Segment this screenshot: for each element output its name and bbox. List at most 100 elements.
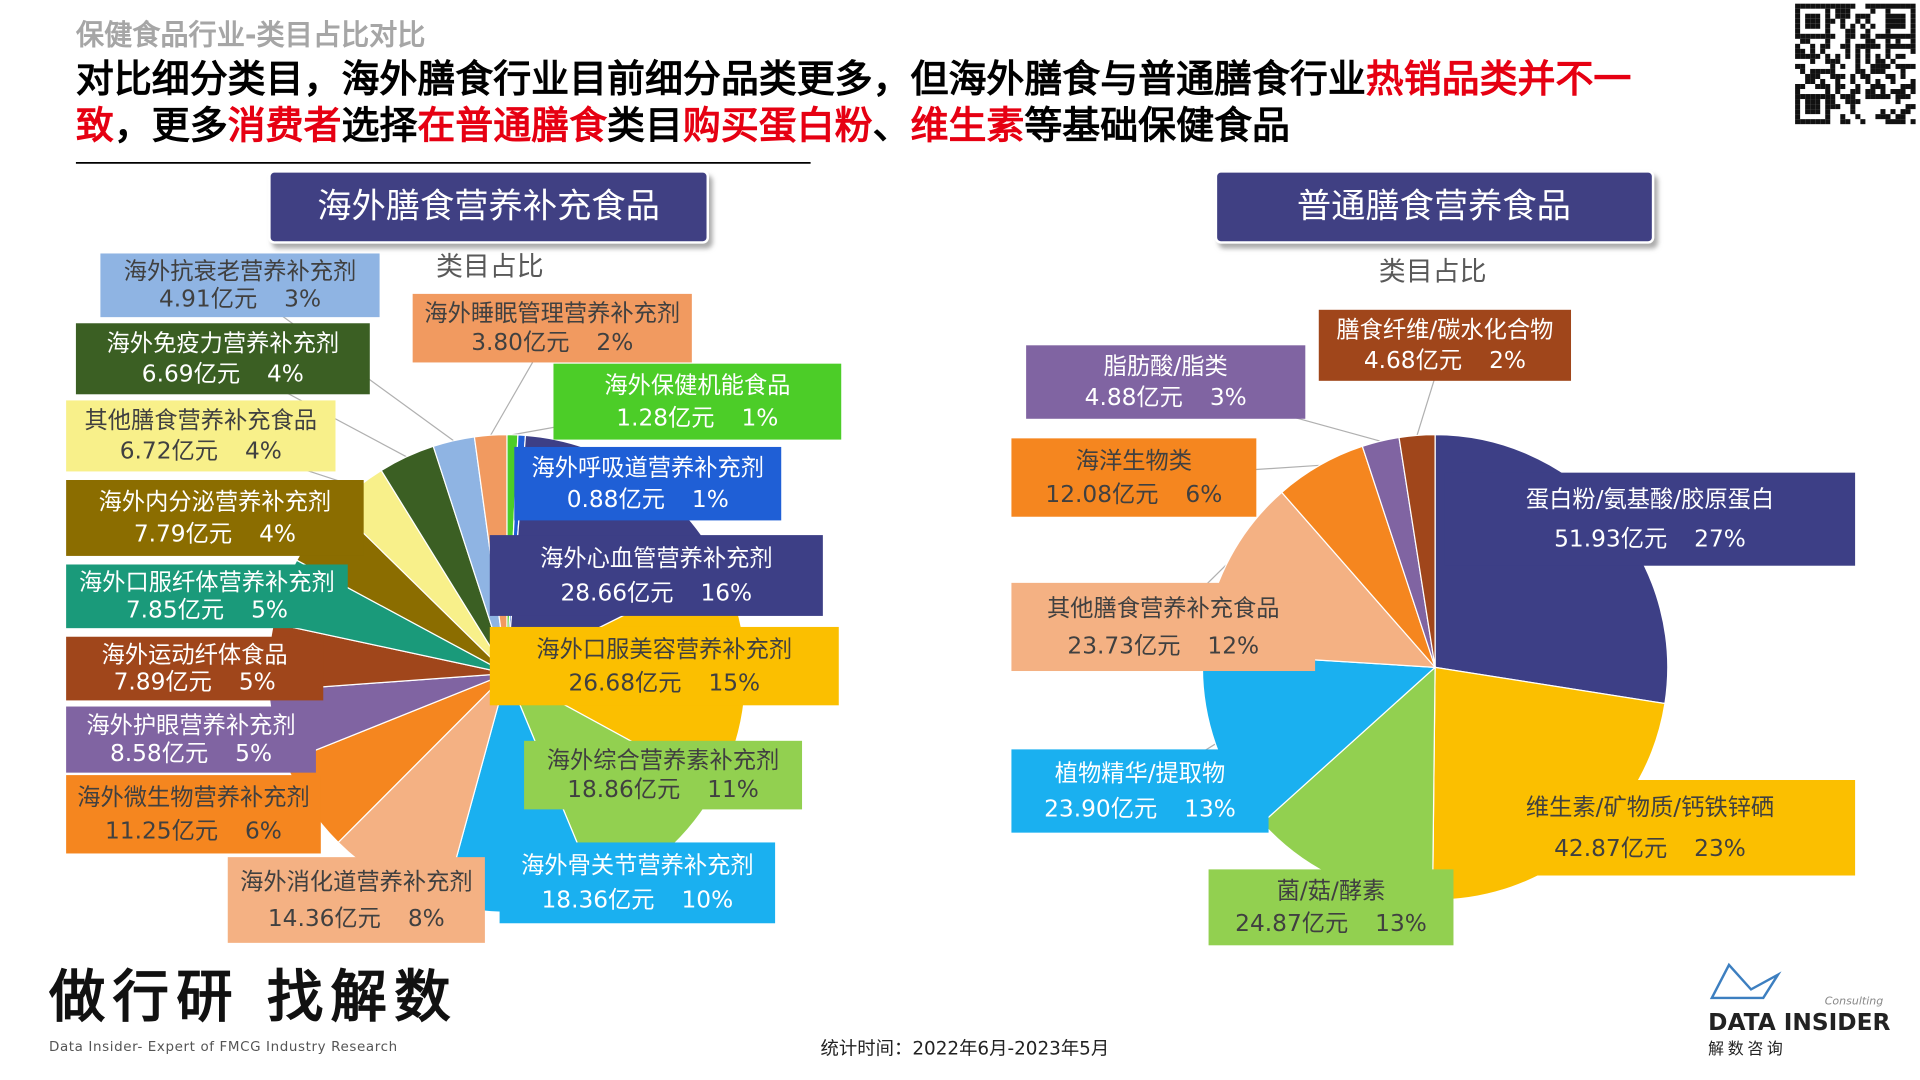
headline-segment: 类目 [607, 103, 683, 147]
share-label: 3% [284, 285, 321, 312]
label-category: 海外口服美容营养补充剂 [536, 636, 792, 663]
qr-cell [1855, 114, 1861, 120]
qr-cell [1805, 119, 1811, 125]
value-label: 12.08亿元 [1045, 480, 1158, 507]
qr-cell [1800, 53, 1806, 59]
qr-cell [1825, 8, 1831, 14]
qr-cell [1860, 33, 1866, 39]
qr-cell [1825, 53, 1831, 59]
qr-cell [1800, 48, 1806, 54]
qr-cell [1795, 89, 1801, 95]
qr-cell [1865, 13, 1871, 19]
value-label: 24.87亿元 [1235, 910, 1348, 937]
qr-cell [1805, 99, 1811, 105]
qr-cell [1865, 18, 1871, 24]
qr-cell [1800, 38, 1806, 44]
qr-cell [1805, 38, 1811, 44]
qr-cell [1795, 53, 1801, 59]
qr-cell [1895, 18, 1901, 24]
label-category: 菌/菇/酵素 [1277, 878, 1386, 905]
qr-cell [1800, 94, 1806, 100]
chart-banner [1214, 170, 1655, 244]
qr-cell [1815, 73, 1821, 79]
qr-cell [1840, 73, 1846, 79]
label-boxes: 海外保健机能食品 1.28亿元 1% 海外呼吸道营养补充剂 0.88亿元 1% 海外心血管营… [66, 253, 1856, 946]
value-label: 4.91亿元 [159, 285, 257, 312]
qr-cell [1820, 84, 1826, 90]
label-category: 脂肪酸/脂类 [1104, 353, 1228, 380]
qr-cell [1870, 38, 1876, 44]
qr-cell [1810, 53, 1816, 59]
qr-cell [1850, 109, 1856, 115]
qr-cell [1895, 13, 1901, 19]
qr-cell [1800, 3, 1806, 9]
headline-segment: 在普通膳食 [417, 103, 608, 147]
qr-cell [1820, 3, 1826, 9]
share-label: 4% [245, 437, 282, 464]
qr-cell [1815, 23, 1821, 29]
qr-cell [1850, 78, 1856, 84]
headline-segment: ，更多 [114, 103, 228, 147]
qr-cell [1820, 94, 1826, 100]
label-box [227, 857, 485, 943]
qr-cell [1875, 68, 1881, 74]
label-values: 11.25亿元 6% [105, 817, 282, 844]
label-values: 23.90亿元 13% [1044, 795, 1236, 822]
qr-cell [1855, 18, 1861, 24]
qr-cell [1860, 13, 1866, 19]
share-label: 5% [235, 740, 272, 767]
qr-cell [1850, 33, 1856, 39]
label-values: 4.91亿元 3% [159, 285, 321, 312]
label-box [66, 564, 348, 629]
label-values: 4.68亿元 2% [1364, 346, 1526, 373]
label-values: 8.58亿元 5% [110, 740, 272, 767]
qr-cell [1910, 28, 1916, 34]
qr-cell [1890, 13, 1896, 19]
qr-cell [1835, 89, 1841, 95]
pie-slice [1398, 434, 1436, 668]
value-label: 11.25亿元 [105, 817, 218, 844]
qr-cell [1900, 119, 1906, 125]
qr-code [1795, 3, 1916, 125]
qr-cell [1895, 23, 1901, 29]
qr-cell [1895, 114, 1901, 120]
qr-cell [1825, 23, 1831, 29]
qr-cell [1795, 43, 1801, 49]
qr-cell [1885, 33, 1891, 39]
qr-cell [1810, 43, 1816, 49]
label-category: 海外护眼营养补充剂 [86, 712, 295, 739]
label-box [1318, 309, 1572, 381]
qr-cell [1880, 94, 1886, 100]
qr-cell [1830, 68, 1836, 74]
qr-cell [1855, 68, 1861, 74]
headline-segment: 选择 [341, 103, 418, 147]
label-category: 蛋白粉/氨基酸/胶原蛋白 [1526, 486, 1774, 513]
label-box [524, 740, 803, 810]
qr-cell [1845, 48, 1851, 54]
qr-cell [1805, 18, 1811, 24]
qr-cell [1900, 33, 1906, 39]
share-label: 6% [245, 817, 282, 844]
qr-cell [1880, 114, 1886, 120]
qr-cell [1865, 48, 1871, 54]
qr-cell [1900, 13, 1906, 19]
qr-cell [1865, 78, 1871, 84]
qr-cell [1890, 43, 1896, 49]
share-label: 16% [700, 579, 752, 606]
label-box [1444, 780, 1856, 876]
label-values: 7.89亿元 5% [114, 668, 276, 695]
label-category: 海外内分泌营养补充剂 [99, 488, 332, 515]
qr-cell [1805, 33, 1811, 39]
qr-cell [1895, 38, 1901, 44]
brand-tag: Consulting [1825, 995, 1884, 1008]
qr-cell [1840, 114, 1846, 120]
qr-cell [1815, 104, 1821, 110]
qr-cell [1810, 68, 1816, 74]
brand: DATA INSIDER [1708, 1009, 1890, 1036]
value-label: 28.66亿元 [560, 579, 673, 606]
share-label: 27% [1694, 525, 1746, 552]
qr-cell [1825, 84, 1831, 90]
value-label: 4.68亿元 [1364, 346, 1462, 373]
qr-cell [1910, 3, 1916, 9]
